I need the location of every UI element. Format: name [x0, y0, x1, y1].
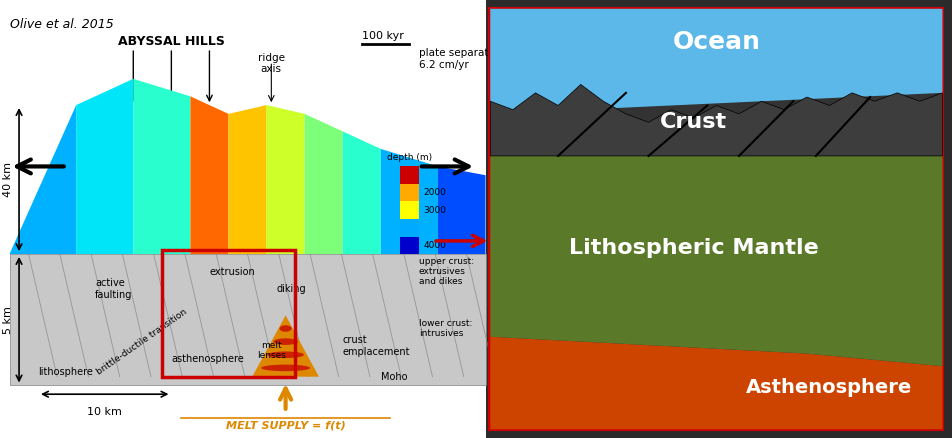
- Text: Crust: Crust: [660, 112, 727, 132]
- Polygon shape: [381, 149, 438, 254]
- Text: melt
lenses: melt lenses: [257, 341, 286, 360]
- Text: ridge
axis: ridge axis: [258, 53, 285, 74]
- Text: MELT SUPPLY = f(t): MELT SUPPLY = f(t): [226, 420, 346, 431]
- Bar: [400, 219, 419, 237]
- Polygon shape: [252, 315, 319, 377]
- Text: 2000: 2000: [424, 188, 446, 197]
- Text: depth (m): depth (m): [387, 153, 432, 162]
- Text: Olive et al. 2015: Olive et al. 2015: [10, 18, 113, 31]
- Text: 100 kyr: 100 kyr: [362, 31, 404, 41]
- Text: crust
emplacement: crust emplacement: [343, 335, 410, 357]
- Polygon shape: [490, 337, 942, 429]
- Bar: [400, 201, 419, 219]
- Polygon shape: [267, 105, 305, 254]
- Text: 3000: 3000: [424, 206, 446, 215]
- Text: extrusion: extrusion: [209, 267, 255, 276]
- Ellipse shape: [280, 325, 291, 332]
- FancyBboxPatch shape: [0, 0, 486, 438]
- Text: 10 km: 10 km: [88, 407, 122, 417]
- Polygon shape: [490, 9, 942, 114]
- Text: Moho: Moho: [381, 372, 407, 381]
- Text: lower crust:
intrusives: lower crust: intrusives: [419, 319, 472, 338]
- Text: brittle-ductile transition: brittle-ductile transition: [95, 307, 188, 376]
- Text: upper crust:
extrusives
and dikes: upper crust: extrusives and dikes: [419, 257, 474, 286]
- Polygon shape: [438, 166, 486, 254]
- Bar: [400, 184, 419, 201]
- Text: Ocean: Ocean: [672, 30, 761, 54]
- Text: Lithospheric Mantle: Lithospheric Mantle: [569, 238, 819, 258]
- Polygon shape: [305, 114, 343, 254]
- Ellipse shape: [273, 338, 298, 345]
- Text: 40 km: 40 km: [3, 162, 13, 197]
- FancyBboxPatch shape: [490, 9, 942, 429]
- Text: diking: diking: [276, 284, 306, 294]
- Polygon shape: [490, 156, 942, 366]
- Polygon shape: [190, 96, 228, 254]
- Polygon shape: [228, 105, 267, 254]
- Bar: [400, 166, 419, 184]
- Ellipse shape: [261, 364, 310, 371]
- Polygon shape: [343, 131, 381, 254]
- Text: plate separation:
6.2 cm/yr: plate separation: 6.2 cm/yr: [419, 48, 508, 70]
- Text: Asthenosphere: Asthenosphere: [746, 378, 913, 397]
- Polygon shape: [133, 79, 190, 254]
- Text: 4000: 4000: [424, 241, 446, 250]
- Polygon shape: [76, 79, 133, 254]
- Bar: [400, 237, 419, 254]
- Text: lithosphere: lithosphere: [38, 367, 93, 377]
- Text: active
faulting: active faulting: [95, 278, 132, 300]
- Text: ABYSSAL HILLS: ABYSSAL HILLS: [118, 35, 225, 48]
- Polygon shape: [10, 105, 76, 254]
- Polygon shape: [10, 254, 486, 385]
- Ellipse shape: [268, 351, 304, 358]
- Text: asthenosphere: asthenosphere: [171, 354, 244, 364]
- Bar: [162, 250, 295, 377]
- Text: 5 km: 5 km: [3, 306, 13, 334]
- Polygon shape: [490, 85, 942, 156]
